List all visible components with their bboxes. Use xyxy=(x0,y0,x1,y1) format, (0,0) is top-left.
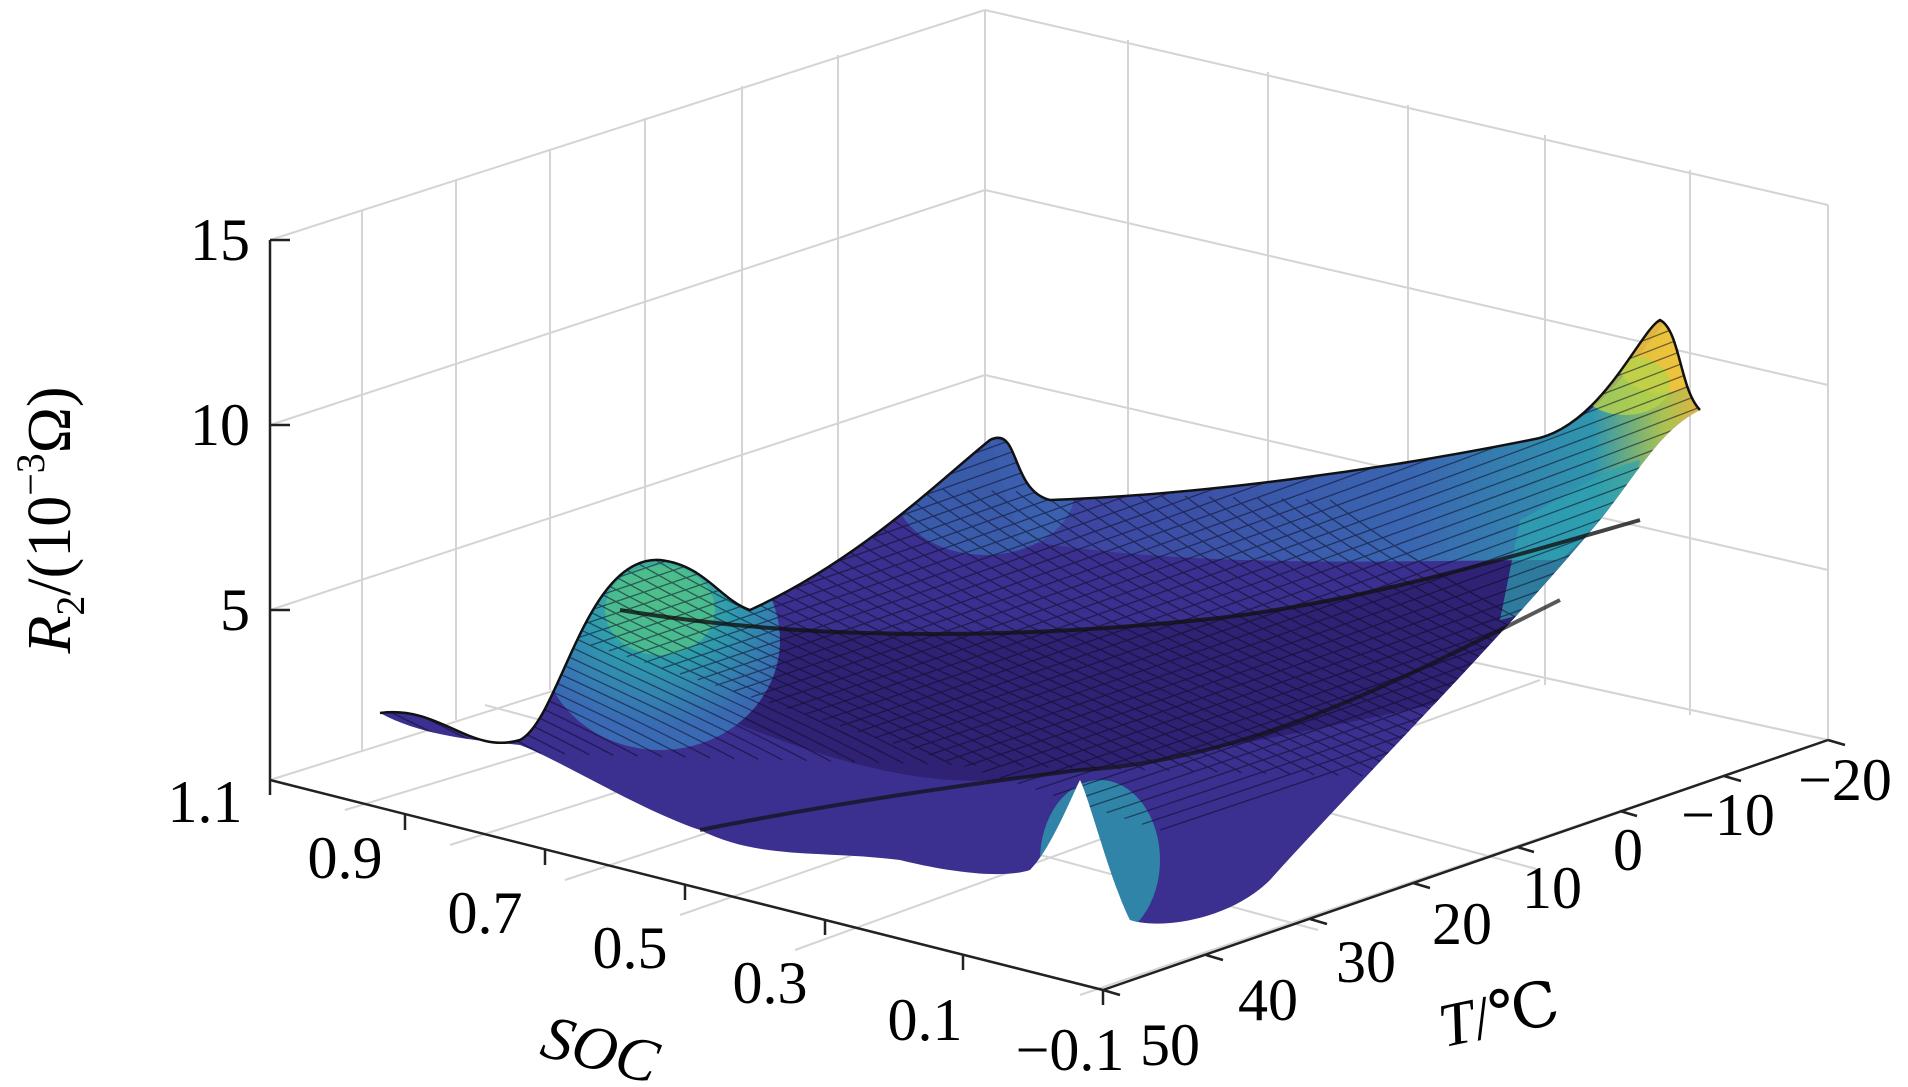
temp-tick-labels: 50 40 30 20 10 0 −10 −20 xyxy=(1140,747,1892,1078)
mesh-line xyxy=(750,320,1700,698)
temp-tick-label: −20 xyxy=(1798,747,1892,813)
z-tick-label: 5 xyxy=(220,577,250,643)
mesh-line xyxy=(380,460,469,752)
soc-tick-label: −0.1 xyxy=(1016,1017,1125,1083)
mesh-line xyxy=(733,320,1700,692)
soc-tick-label: 0.3 xyxy=(733,950,808,1016)
temp-tick-label: 50 xyxy=(1140,1012,1200,1078)
mesh-line xyxy=(846,486,1387,778)
mesh-line xyxy=(946,360,1700,762)
soc-tick-labels: 1.1 0.9 0.7 0.5 0.3 0.1 −0.1 xyxy=(168,769,1125,1083)
mesh-line xyxy=(380,464,614,756)
soc-tick-label: 0.1 xyxy=(888,987,963,1053)
mesh-line xyxy=(982,371,1700,773)
soc-tick-label: 0.9 xyxy=(308,825,383,891)
mesh-line xyxy=(839,325,1700,727)
z-axis-label: R2/(10−3Ω) xyxy=(8,386,93,654)
z-tick-label: 15 xyxy=(190,207,250,273)
mesh-line xyxy=(893,342,1700,744)
mesh-line xyxy=(910,348,1700,750)
mesh-line xyxy=(964,365,1700,768)
soc-tick-label: 0.7 xyxy=(448,880,523,946)
mesh-line xyxy=(715,320,1700,687)
mesh-line xyxy=(786,320,1700,710)
temp-tick-label: 0 xyxy=(1613,817,1643,883)
mesh-line xyxy=(999,377,1700,779)
temp-axis-line xyxy=(1102,738,1829,992)
temp-tick-label: −10 xyxy=(1681,782,1775,848)
mesh-line xyxy=(804,320,1700,716)
soc-axis-label: SOC xyxy=(535,1003,666,1087)
temp-axis-label: T/℃ xyxy=(1433,969,1566,1061)
soc-tick-label: 0.5 xyxy=(593,915,668,981)
mesh-line xyxy=(875,336,1700,739)
temp-tick-label: 20 xyxy=(1432,891,1492,957)
z-tick-label: 10 xyxy=(190,392,250,458)
mesh-line xyxy=(380,463,566,755)
mesh-line xyxy=(894,487,1436,779)
front-axes xyxy=(268,238,1846,1005)
z-tick-labels: 5 10 15 xyxy=(190,207,250,643)
temp-tick-label: 30 xyxy=(1336,929,1396,995)
mesh-line xyxy=(822,320,1700,721)
temp-tick-label: 10 xyxy=(1522,855,1582,921)
mesh-line xyxy=(857,331,1700,733)
soc-tick-label: 1.1 xyxy=(168,769,243,835)
mesh-line xyxy=(380,465,638,757)
temp-tick-label: 40 xyxy=(1238,967,1298,1033)
mesh-line xyxy=(928,354,1700,756)
